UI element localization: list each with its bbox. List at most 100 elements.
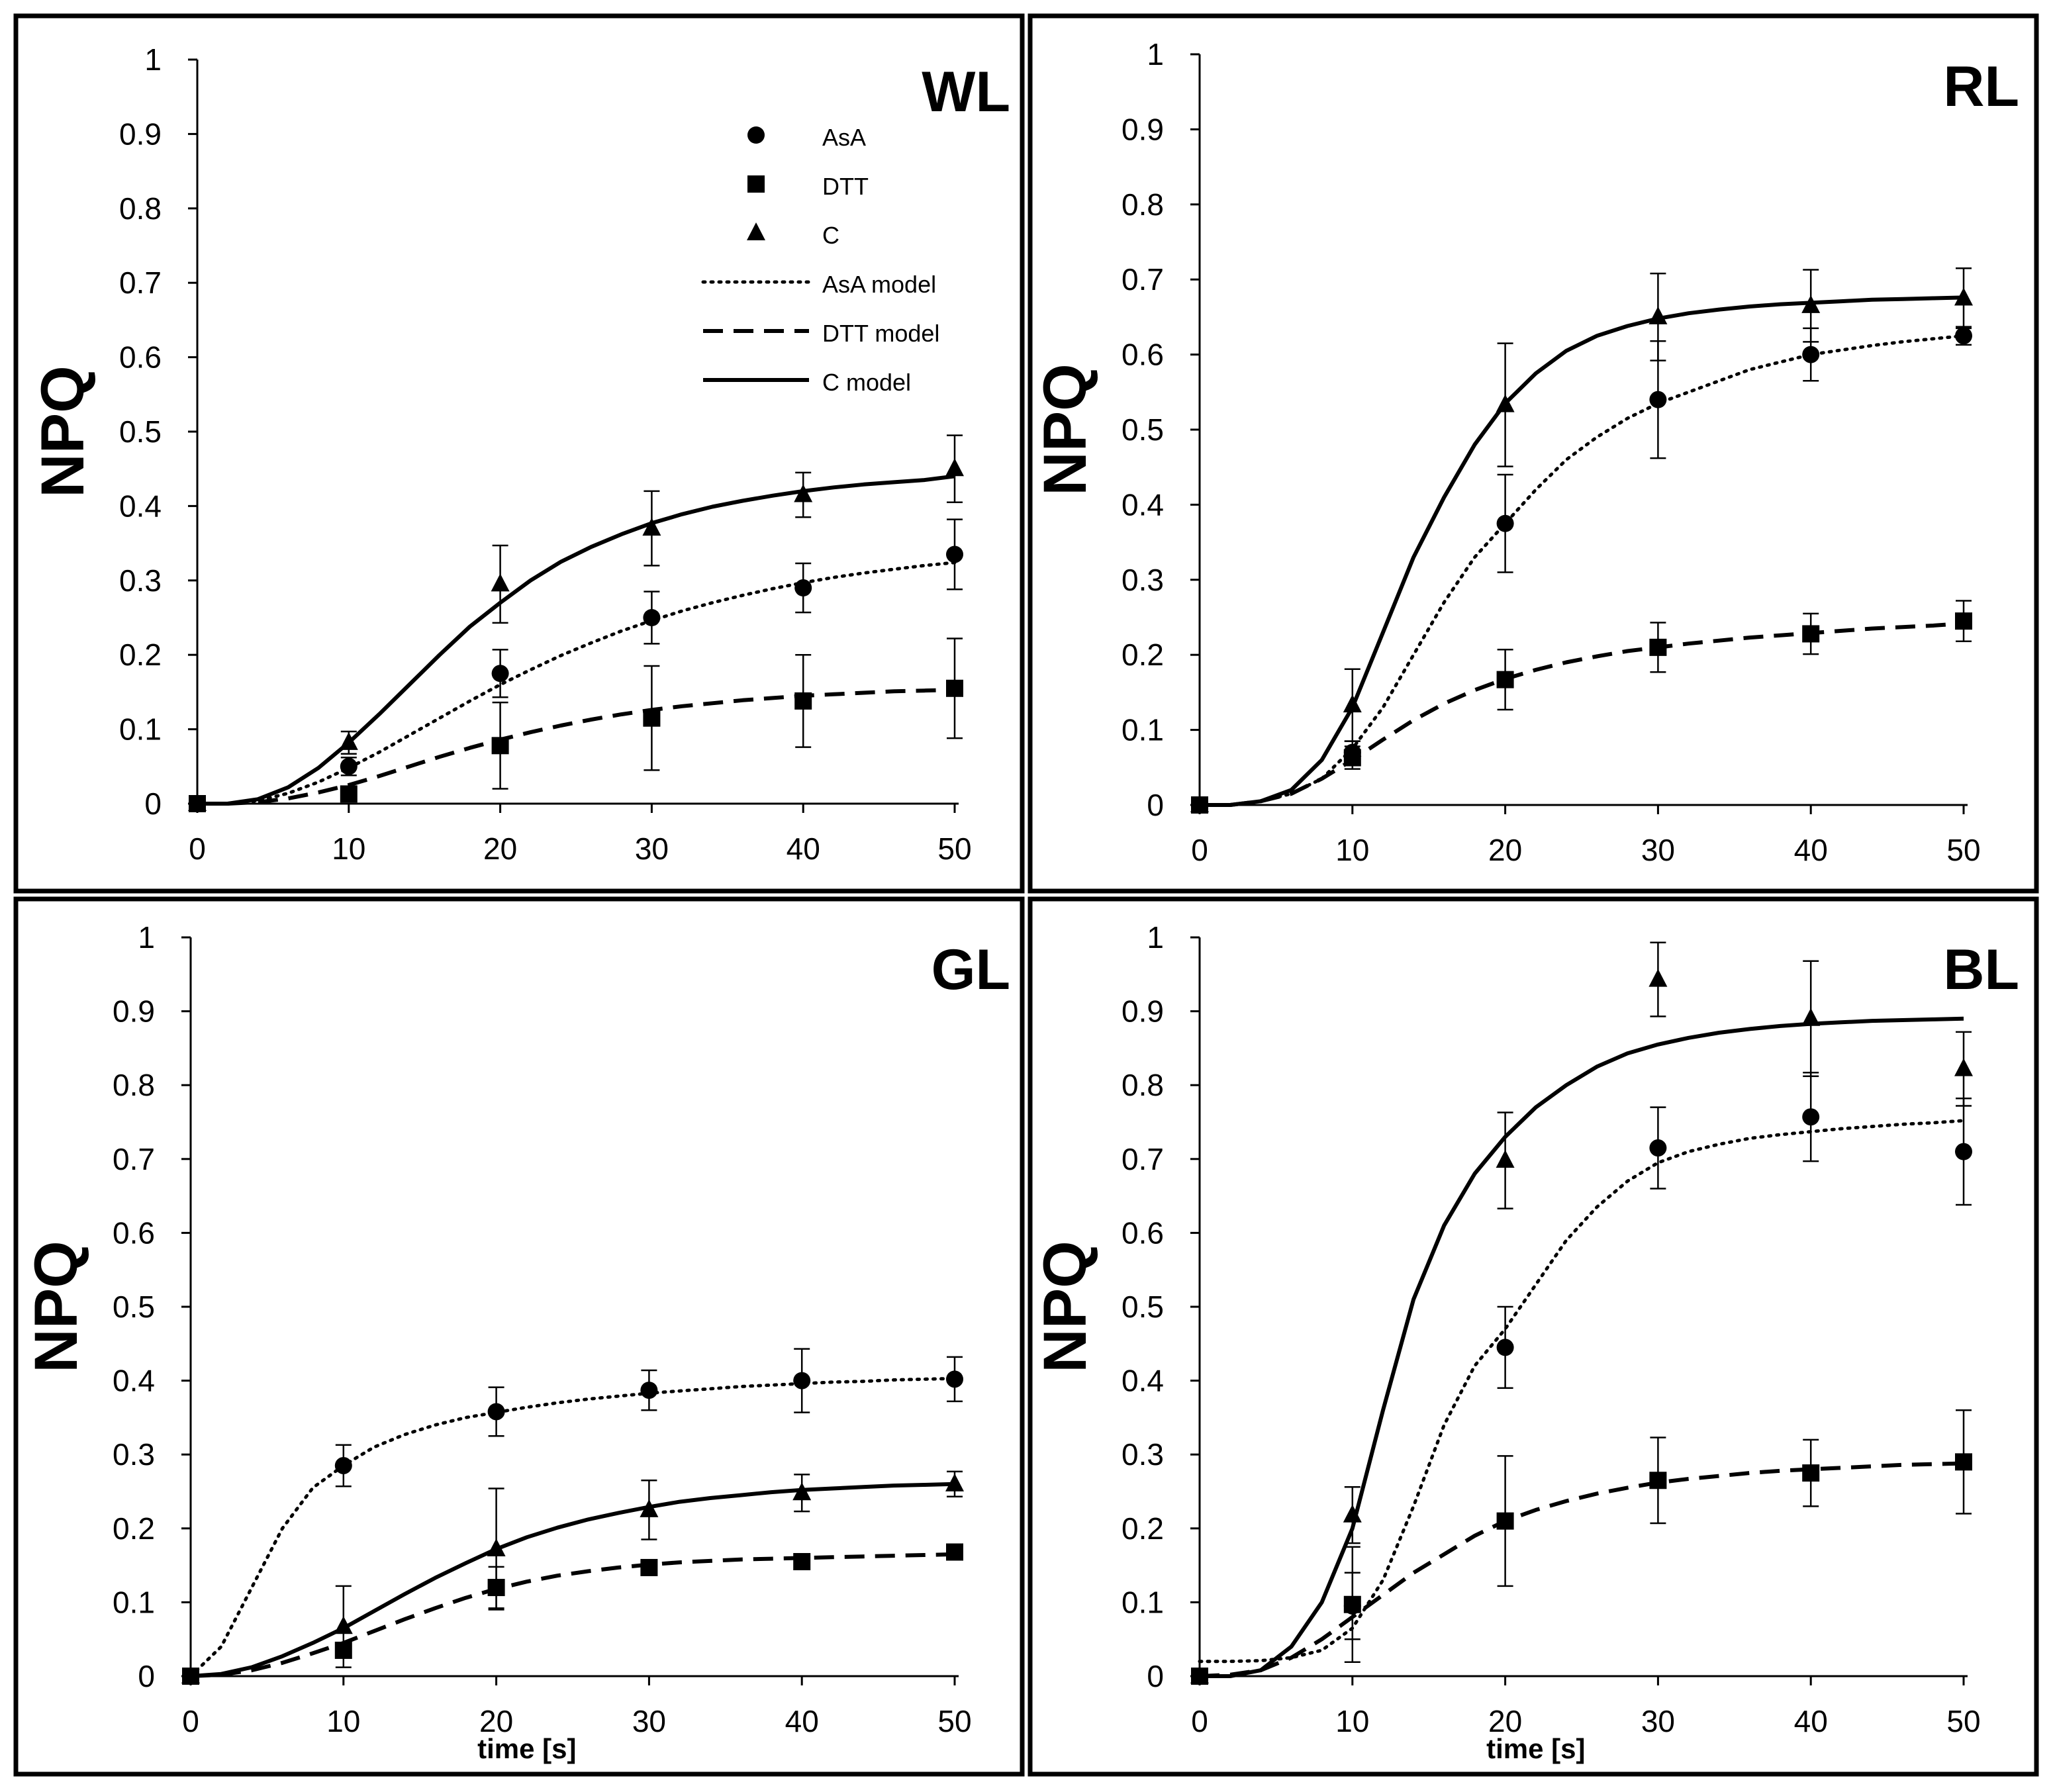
x-tick-label: 10 — [332, 831, 365, 866]
point-asa — [640, 1382, 658, 1399]
chart-panel-wl: 00.10.20.30.40.50.60.70.80.910 10 20 30 40 50… — [29, 42, 1010, 866]
point-dtt — [1802, 625, 1820, 643]
legend-item-asa-model: AsA model — [701, 271, 936, 298]
panel-title: BL — [1943, 938, 2019, 1002]
y-tick-label: 1 — [138, 920, 155, 955]
point-c — [640, 1499, 659, 1517]
y-tick-label: 0.1 — [1122, 1585, 1164, 1619]
point-dtt — [640, 1558, 658, 1576]
y-tick-label: 0.8 — [113, 1068, 155, 1102]
point-dtt — [643, 709, 661, 727]
panel-title: GL — [931, 938, 1010, 1002]
point-asa — [1955, 327, 1972, 345]
point-c — [1954, 287, 1973, 306]
y-tick-label: 0.5 — [1122, 1290, 1164, 1324]
model-line-c-model — [1200, 1016, 1964, 1678]
y-tick-label: 0 — [138, 1659, 155, 1693]
y-tick-label: 0.3 — [1122, 1437, 1164, 1472]
y-axis-title: NPQ — [23, 1241, 90, 1372]
y-tick-label: 0.3 — [1122, 563, 1164, 597]
point-asa — [1496, 514, 1514, 532]
point-c — [487, 1538, 506, 1557]
y-tick-label: 0.6 — [1122, 338, 1164, 372]
y-tick-label: 0 — [1147, 1659, 1164, 1693]
model-line-asa-model — [195, 561, 957, 806]
point-c — [1496, 1150, 1515, 1168]
y-tick-label: 0.4 — [1122, 1364, 1164, 1398]
y-tick-label: 0.4 — [113, 1364, 155, 1398]
y-axis-title: NPQ — [1031, 1241, 1099, 1372]
point-c — [642, 518, 661, 536]
x-axis-title: time [s] — [477, 1733, 576, 1764]
legend-item-c: C — [747, 222, 839, 249]
legend-item-asa: AsA — [747, 124, 866, 151]
x-tick-label: 0 — [182, 1704, 199, 1738]
point-dtt — [491, 737, 509, 755]
model-line-asa-model — [1198, 1119, 1966, 1664]
point-asa — [334, 1456, 352, 1474]
legend-label: DTT model — [822, 320, 939, 347]
point-c — [1801, 295, 1821, 313]
point-asa — [487, 1403, 505, 1421]
point-c — [1190, 794, 1209, 812]
y-tick-label: 0.9 — [119, 117, 162, 151]
y-tick-label: 0.8 — [1122, 187, 1164, 222]
y-tick-label: 0.1 — [1122, 713, 1164, 747]
point-c — [1343, 694, 1362, 713]
y-axis-title: NPQ — [1031, 363, 1099, 495]
y-tick-label: 0.7 — [1122, 1142, 1164, 1176]
point-c — [491, 573, 510, 592]
panel-frame-1 — [13, 13, 1025, 894]
y-tick-label: 0.9 — [1122, 112, 1164, 146]
y-tick-label: 0.5 — [119, 414, 162, 449]
point-asa — [1802, 1108, 1820, 1126]
point-dtt — [946, 679, 963, 697]
point-c — [945, 1473, 964, 1491]
point-dtt — [1343, 749, 1361, 767]
y-tick-label: 0 — [1147, 788, 1164, 822]
y-tick-label: 0.5 — [113, 1290, 155, 1324]
point-asa — [1649, 391, 1667, 408]
panel-frame-4 — [1027, 896, 2039, 1777]
point-dtt — [1496, 671, 1514, 688]
y-tick-label: 0.2 — [1122, 637, 1164, 672]
x-tick-label: 0 — [1191, 1704, 1208, 1738]
x-tick-label: 50 — [1946, 833, 1980, 867]
y-tick-label: 0.8 — [119, 191, 162, 226]
x-tick-label: 20 — [479, 1704, 513, 1738]
y-tick-label: 0.5 — [1122, 412, 1164, 447]
y-tick-label: 1 — [1147, 920, 1164, 955]
y-tick-label: 1 — [144, 42, 162, 77]
point-c — [1954, 1058, 1973, 1076]
x-tick-label: 30 — [1641, 833, 1675, 867]
chart-panel-bl: 00.10.20.30.40.50.60.70.80.910 10 20 30 40 50… — [1031, 920, 2019, 1764]
point-dtt — [1649, 638, 1667, 656]
y-tick-label: 0.3 — [113, 1437, 155, 1472]
y-tick-label: 0.9 — [1122, 994, 1164, 1029]
y-tick-label: 0.9 — [113, 994, 155, 1029]
point-asa — [491, 665, 509, 683]
y-tick-label: 0.7 — [1122, 262, 1164, 297]
point-c — [792, 1482, 812, 1501]
model-line-dtt-model — [190, 1552, 955, 1678]
point-dtt — [1496, 1512, 1514, 1530]
legend-label: AsA — [822, 124, 866, 151]
panel-frame-2 — [1027, 13, 2039, 894]
legend-item-dtt-model: DTT model — [703, 320, 939, 347]
x-tick-label: 20 — [1488, 833, 1522, 867]
point-dtt — [794, 692, 812, 710]
x-tick-label: 40 — [787, 831, 820, 866]
point-asa — [1955, 1143, 1972, 1160]
point-asa — [946, 545, 963, 563]
model-line-c-model — [197, 474, 955, 806]
y-tick-label: 0.2 — [113, 1511, 155, 1546]
y-tick-label: 0.2 — [119, 637, 162, 672]
x-tick-label: 10 — [1335, 833, 1369, 867]
x-tick-label: 50 — [1946, 1704, 1980, 1738]
y-tick-label: 0.4 — [1122, 487, 1164, 522]
point-asa — [946, 1370, 963, 1388]
y-tick-label: 0.4 — [119, 489, 162, 523]
x-tick-label: 40 — [785, 1704, 819, 1738]
point-dtt — [946, 1543, 963, 1561]
legend-label: C model — [822, 369, 911, 396]
